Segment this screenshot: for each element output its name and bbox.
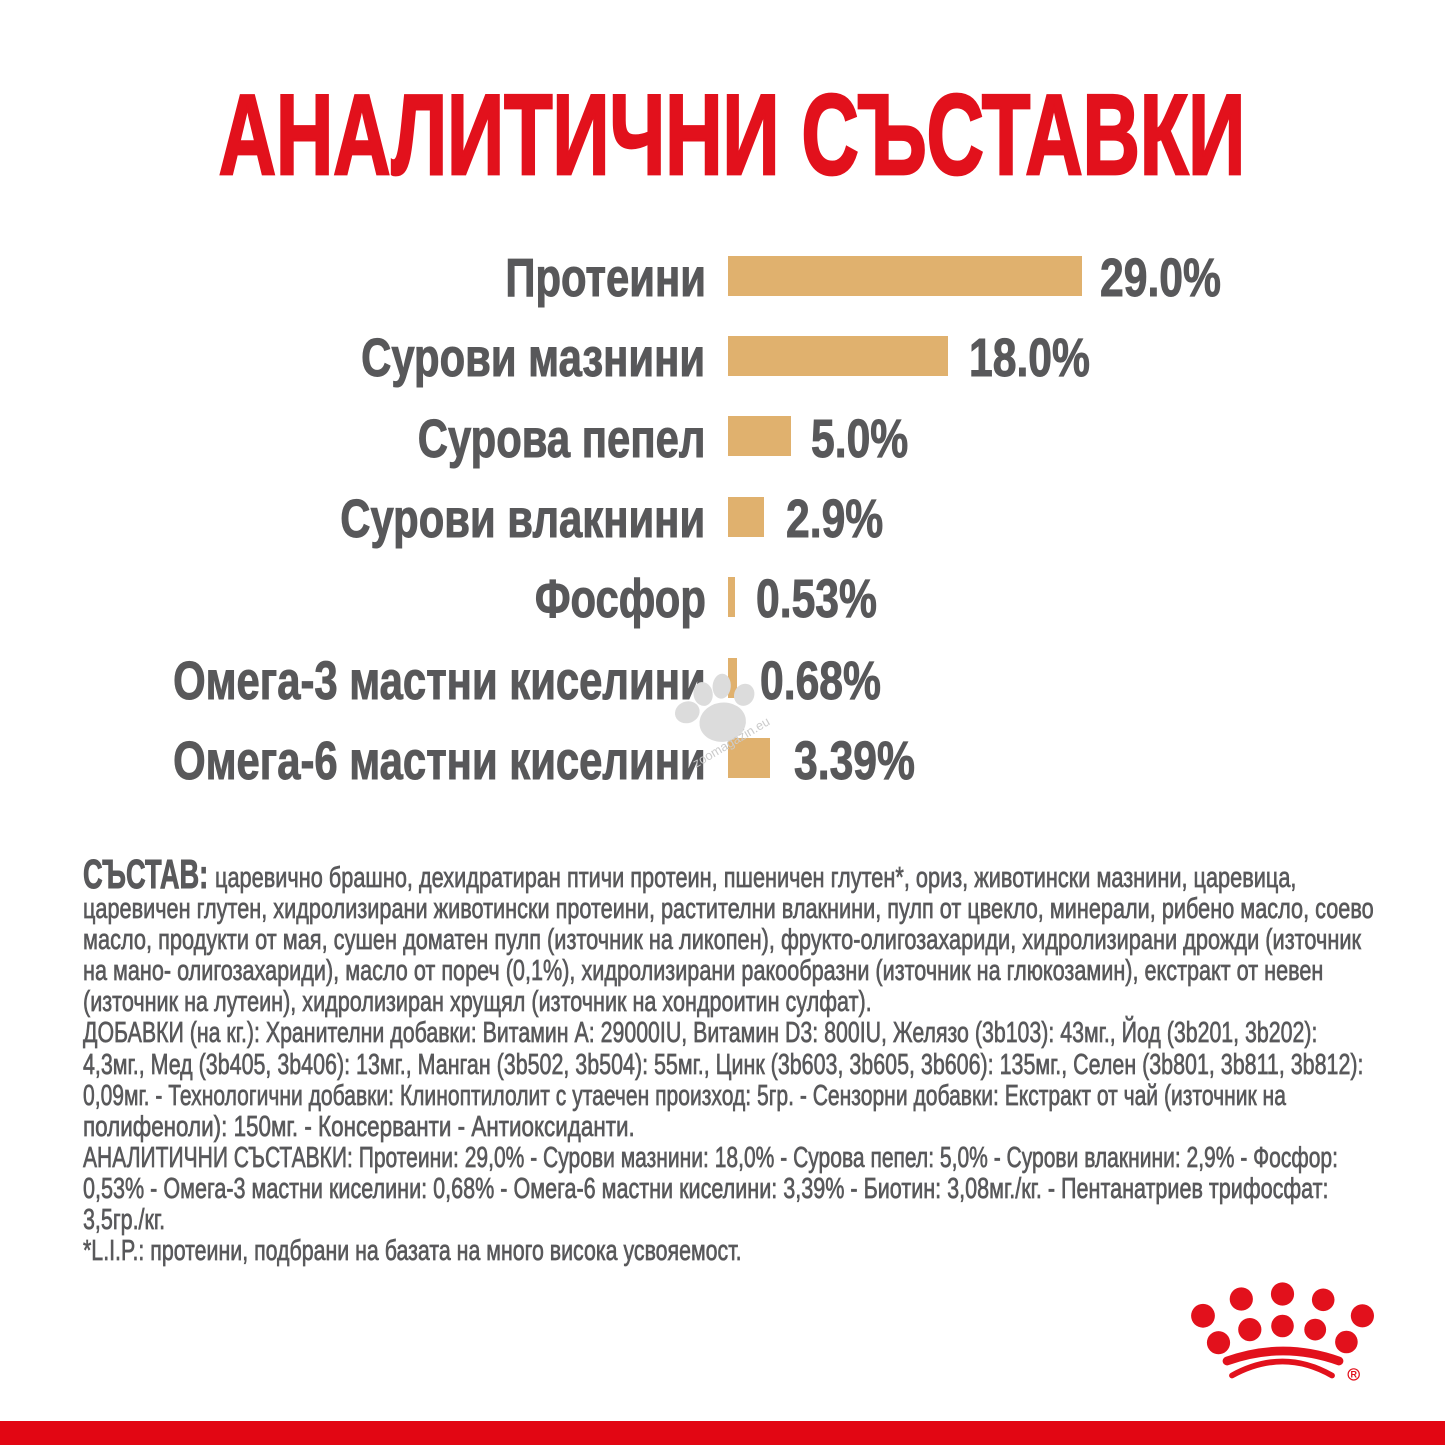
svg-text:R: R — [1350, 1370, 1357, 1380]
